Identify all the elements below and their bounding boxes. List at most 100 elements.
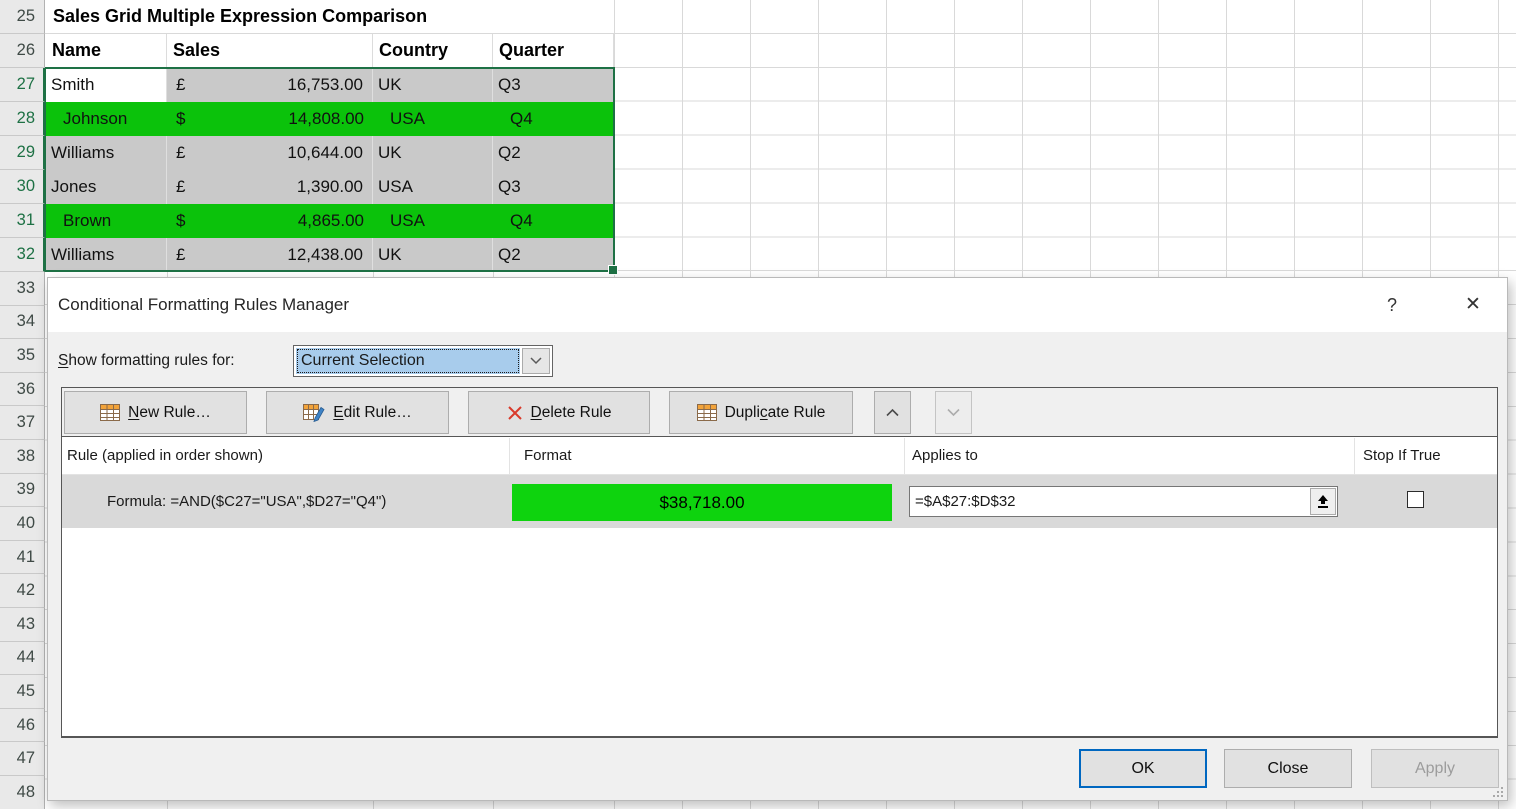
header-cell-quarter[interactable]: Quarter [493,34,614,68]
rules-list-header: Rule (applied in order shown) Format App… [62,438,1497,475]
cell-quarter[interactable]: Q4 [493,204,614,238]
show-rules-dropdown[interactable]: Current Selection [293,345,553,377]
row-header[interactable]: 39 [0,473,45,508]
collapse-dialog-icon [1318,495,1328,508]
row-header[interactable]: 36 [0,372,45,407]
apply-button[interactable]: Apply [1371,749,1499,788]
rule-formula-text: Formula: =AND($C27="USA",$D27="Q4") [107,493,387,510]
cell-sales[interactable]: $14,808.00 [167,102,373,136]
cell-country[interactable]: UK [373,238,493,272]
row-header[interactable]: 27 [0,68,45,102]
row-header[interactable]: 45 [0,675,45,709]
cell-sales[interactable]: £16,753.00 [167,68,373,102]
cell-name[interactable]: Williams [46,238,167,272]
row-header[interactable]: 31 [0,204,45,238]
cell-name[interactable]: Williams [46,136,167,170]
resize-grip[interactable] [1491,785,1505,799]
dropdown-arrow-button[interactable] [522,348,550,374]
row-header[interactable]: 40 [0,507,45,541]
row-header[interactable]: 25 [0,0,45,34]
stop-if-true-checkbox[interactable] [1407,491,1424,508]
row-header-column: 25 26 27 28 29 30 31 32 33 34 35 36 37 38 39 40 41 42 43 44… [0,0,45,809]
show-rules-dropdown-value: Current Selection [296,348,520,374]
table-row: Jones £1,390.00 USA Q3 [46,170,614,204]
cell-sales[interactable]: $4,865.00 [167,204,373,238]
row-header[interactable]: 47 [0,742,45,776]
dialog-close-button[interactable]: ✕ [1465,294,1481,315]
delete-rule-button[interactable]: Delete Rule [468,391,650,434]
cell-country[interactable]: USA [373,102,493,136]
cell-name[interactable]: Johnson [46,102,167,136]
header-cell-sales[interactable]: Sales [167,34,373,68]
applies-to-value: =$A$27:$D$32 [915,493,1016,510]
column-header-row: Name Sales Country Quarter [46,34,614,68]
row-header[interactable]: 35 [0,339,45,373]
dialog-title: Conditional Formatting Rules Manager [58,295,350,314]
row-header[interactable]: 34 [0,305,45,340]
help-button[interactable]: ? [1386,295,1397,315]
row-header[interactable]: 30 [0,170,45,204]
table-icon [100,404,121,421]
table-pencil-icon [303,403,325,422]
cell-sales[interactable]: £10,644.00 [167,136,373,170]
row-header[interactable]: 43 [0,608,45,642]
row-header[interactable]: 48 [0,776,45,809]
row-header[interactable]: 29 [0,136,45,170]
cell-name[interactable]: Jones [46,170,167,204]
rules-panel: New Rule… Edit Rule… Delete Rule Duplica… [61,387,1498,738]
cell-country[interactable]: UK [373,68,493,102]
move-rule-down-button[interactable] [935,391,972,434]
cell-sales[interactable]: £1,390.00 [167,170,373,204]
row-header[interactable]: 32 [0,238,45,272]
row-header[interactable]: 44 [0,641,45,676]
cell-country[interactable]: UK [373,136,493,170]
cell-quarter[interactable]: Q3 [493,68,614,102]
row-header[interactable]: 33 [0,272,45,306]
selection-border [44,67,615,272]
row-header[interactable]: 46 [0,708,45,743]
applies-to-input[interactable]: =$A$27:$D$32 [909,486,1338,517]
row-header[interactable]: 37 [0,406,45,440]
close-button[interactable]: Close [1224,749,1352,788]
rule-format-swatch: $38,718.00 [512,484,892,521]
new-rule-button[interactable]: New Rule… [64,391,247,434]
edit-rule-button[interactable]: Edit Rule… [266,391,449,434]
row-header[interactable]: 26 [0,34,45,68]
table-row: Brown $4,865.00 USA Q4 [46,204,614,238]
cell-country[interactable]: USA [373,170,493,204]
cell-quarter[interactable]: Q3 [493,170,614,204]
move-rule-up-button[interactable] [874,391,911,434]
chevron-up-icon [886,408,899,417]
cell-quarter[interactable]: Q4 [493,102,614,136]
delete-rule-label: Delete Rule [530,403,612,421]
row-header[interactable]: 28 [0,102,45,136]
table-icon [696,404,717,421]
chevron-down-icon [530,357,542,365]
row-header[interactable]: 42 [0,574,45,608]
row-header[interactable]: 41 [0,540,45,575]
header-cell-name[interactable]: Name [46,34,167,68]
table-row: Williams £12,438.00 UK Q2 [46,238,614,272]
table-row: Smith £16,753.00 UK Q3 [46,68,614,102]
cell-quarter[interactable]: Q2 [493,136,614,170]
table-row: Williams £10,644.00 UK Q2 [46,136,614,170]
edit-rule-label: Edit Rule… [333,403,412,421]
column-header-rule: Rule (applied in order shown) [67,447,263,464]
rule-row[interactable]: Formula: =AND($C27="USA",$D27="Q4") $38,… [62,475,1497,528]
cell-name[interactable]: Brown [46,204,167,238]
sheet-title-cell[interactable]: Sales Grid Multiple Expression Compariso… [46,0,614,34]
ok-button[interactable]: OK [1079,749,1207,788]
collapse-dialog-button[interactable] [1310,488,1336,515]
row-header[interactable]: 38 [0,440,45,474]
duplicate-rule-button[interactable]: Duplicate Rule [669,391,853,434]
cell-country[interactable]: USA [373,204,493,238]
table-row: Johnson $14,808.00 USA Q4 [46,102,614,136]
cell-quarter[interactable]: Q2 [493,238,614,272]
header-cell-country[interactable]: Country [373,34,493,68]
cell-sales[interactable]: £12,438.00 [167,238,373,272]
dialog-titlebar[interactable]: Conditional Formatting Rules Manager ? ✕ [48,278,1507,332]
column-header-format: Format [524,447,572,464]
new-rule-label: New Rule… [128,403,211,421]
selection-fill-handle[interactable] [608,265,618,275]
cell-name[interactable]: Smith [46,68,167,102]
